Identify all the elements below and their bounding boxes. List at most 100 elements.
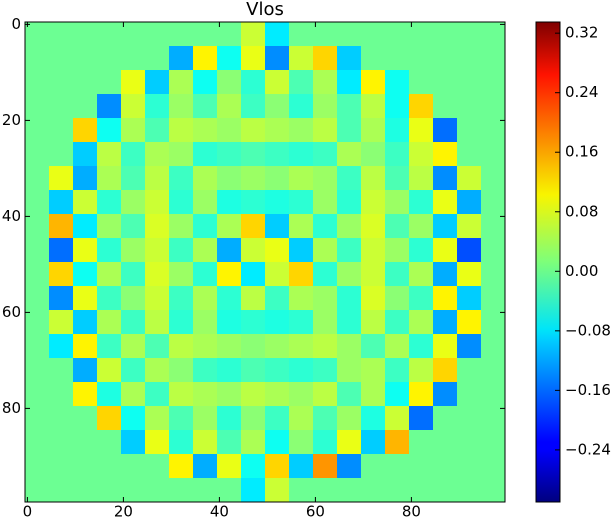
heat-cell [73,406,98,431]
heat-cell [409,70,434,95]
heat-cell [145,94,170,119]
heat-cell [313,382,338,407]
heat-cell [457,334,482,359]
heat-cell [121,70,146,95]
heat-cell [193,118,218,143]
heat-cell [145,214,170,239]
heat-cell [145,286,170,311]
heat-cell [73,286,98,311]
heat-cell [337,94,362,119]
heat-cell [481,454,506,479]
heat-cell [313,70,338,95]
heat-cell [385,286,410,311]
heat-cell [481,478,506,503]
heat-cell [361,46,386,71]
heat-cell [457,406,482,431]
heat-cell [241,166,266,191]
colorbar-tick-label: 0.08 [565,202,598,220]
heat-cell [337,238,362,263]
heat-cell [457,430,482,455]
heat-cell [457,478,482,503]
heat-cell [385,382,410,407]
heat-cell [433,22,458,47]
heat-cell [337,70,362,95]
heat-cell [49,430,74,455]
heat-cell [265,310,290,335]
heat-cell [241,214,266,239]
heat-cell [241,478,266,503]
heat-cell [169,166,194,191]
heat-cell [313,478,338,503]
heat-cell [337,430,362,455]
heat-cell [193,406,218,431]
heat-cell [289,262,314,287]
heat-cell [97,454,122,479]
heat-cell [73,94,98,119]
heat-cell [169,382,194,407]
heat-cell [121,214,146,239]
heat-cell [433,142,458,167]
heat-cell [217,358,242,383]
heat-cell [409,286,434,311]
heat-cell [49,142,74,167]
heat-cell [121,430,146,455]
heat-cell [289,310,314,335]
heat-cell [313,142,338,167]
heat-cell [385,22,410,47]
heat-cell [433,478,458,503]
heat-cell [169,454,194,479]
heat-cell [337,406,362,431]
heat-cell [409,262,434,287]
heat-cell [121,190,146,215]
heat-cell [289,238,314,263]
heat-cell [25,70,50,95]
heat-cell [169,22,194,47]
heat-cell [409,334,434,359]
heat-cell [49,358,74,383]
heat-cell [385,262,410,287]
heat-cell [313,334,338,359]
heat-cell [49,94,74,119]
heat-cell [481,310,506,335]
heat-cell [241,454,266,479]
heat-cell [97,214,122,239]
heat-cell [25,358,50,383]
heat-cell [73,190,98,215]
heat-cell [457,214,482,239]
heat-cell [361,118,386,143]
heat-cell [385,310,410,335]
heat-cell [49,46,74,71]
heat-cell [385,238,410,263]
colorbar-tick-label: 0.32 [565,24,598,42]
heat-cell [121,310,146,335]
heat-cell [97,190,122,215]
heat-cell [265,358,290,383]
heat-cell [337,142,362,167]
heat-cell [217,94,242,119]
heat-cell [361,334,386,359]
heat-cell [73,310,98,335]
heat-cell [97,70,122,95]
heat-cell [409,214,434,239]
heat-cell [25,454,50,479]
heat-cell [73,430,98,455]
heat-cell [217,454,242,479]
heat-cell [361,238,386,263]
heat-cell [433,190,458,215]
heat-cell [289,22,314,47]
heat-cell [385,334,410,359]
heat-cell [409,22,434,47]
heat-cell [385,70,410,95]
heat-cell [289,118,314,143]
heat-cell [457,286,482,311]
heat-cell [337,262,362,287]
chart-title: Vlos [246,0,284,20]
axes-frame [24,21,506,503]
heat-cell [289,214,314,239]
heat-cell [25,46,50,71]
heat-cell [121,358,146,383]
heat-cell [241,382,266,407]
heat-cell [409,430,434,455]
heat-cell [169,238,194,263]
heat-cell [97,286,122,311]
